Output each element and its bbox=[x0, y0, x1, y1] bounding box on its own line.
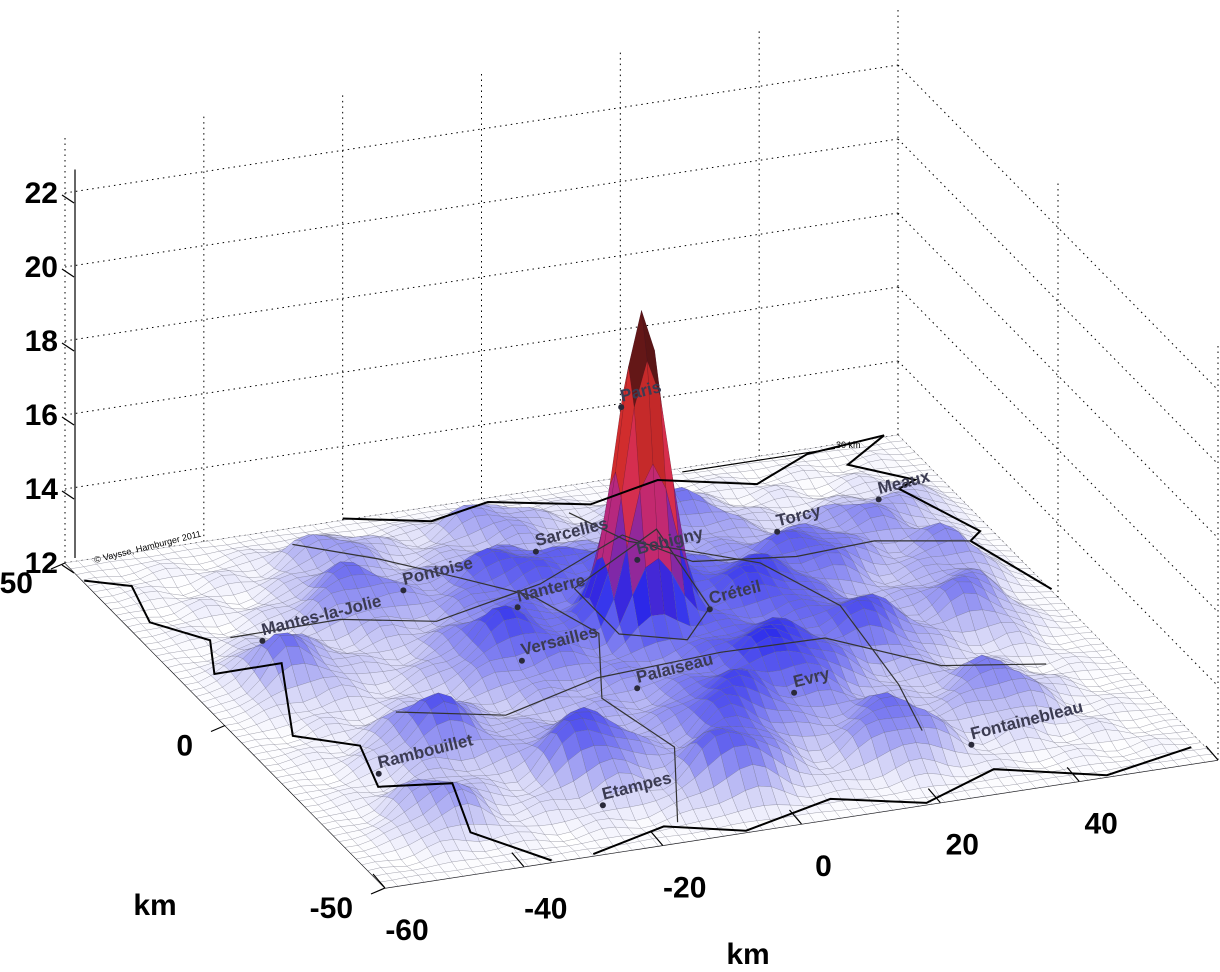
scale-label: 30 km bbox=[836, 440, 861, 450]
x-tick-mark bbox=[650, 830, 664, 846]
x-tick-mark bbox=[1205, 745, 1219, 761]
z-tick-label: 22 bbox=[25, 177, 58, 210]
z-tick-label: 16 bbox=[25, 399, 58, 432]
x-tick-mark bbox=[511, 852, 525, 868]
x-tick-mark bbox=[372, 873, 386, 889]
x-tick-label: -60 bbox=[385, 914, 428, 947]
x-tick-label: 20 bbox=[946, 829, 979, 862]
city-marker bbox=[875, 496, 882, 503]
x-tick-label: -20 bbox=[663, 871, 706, 904]
city-marker bbox=[618, 404, 625, 411]
y-tick-label: 50 bbox=[0, 567, 33, 600]
x-tick-label: -40 bbox=[524, 893, 567, 926]
z-tick-mark bbox=[61, 564, 75, 574]
department-border-2 bbox=[292, 543, 679, 823]
city-marker bbox=[706, 606, 713, 613]
x-tick-mark bbox=[1066, 766, 1080, 782]
region-border-north bbox=[342, 434, 885, 523]
department-border-1 bbox=[230, 534, 971, 639]
y-tick-mark bbox=[370, 887, 386, 895]
city-marker bbox=[532, 548, 539, 555]
region-border-south bbox=[592, 746, 1192, 856]
region-boundaries bbox=[84, 434, 1192, 862]
city-marker bbox=[634, 685, 641, 692]
y-tick-label: 0 bbox=[176, 730, 193, 763]
city-marker bbox=[375, 770, 382, 777]
city-marker bbox=[518, 657, 525, 664]
z-tick-mark bbox=[61, 416, 75, 426]
city-marker bbox=[400, 587, 407, 594]
region-border-west bbox=[84, 579, 552, 862]
z-tick-mark bbox=[61, 194, 75, 204]
x-tick-mark bbox=[789, 809, 802, 825]
z-tick-mark bbox=[61, 342, 75, 352]
city-marker bbox=[259, 637, 266, 644]
scale-bar bbox=[682, 447, 836, 473]
z-tick-label: 12 bbox=[25, 547, 58, 580]
city-marker bbox=[968, 741, 975, 748]
x-tick-label: 0 bbox=[815, 850, 832, 883]
y-axis-label: km bbox=[133, 889, 176, 922]
z-tick-label: 14 bbox=[25, 473, 59, 506]
z-tick-mark bbox=[61, 268, 75, 278]
x-tick-label: 40 bbox=[1085, 807, 1118, 840]
city-marker bbox=[599, 802, 606, 809]
department-border-3 bbox=[573, 528, 711, 641]
department-border-5 bbox=[395, 637, 1047, 716]
density-surface bbox=[64, 310, 1219, 889]
y-tick-mark bbox=[210, 724, 226, 733]
z-tick-mark bbox=[61, 490, 75, 500]
y-tick-label: -50 bbox=[310, 892, 353, 925]
z-tick-label: 18 bbox=[25, 325, 58, 358]
city-marker bbox=[774, 528, 781, 535]
city-marker bbox=[791, 689, 798, 696]
x-axis-label: km bbox=[726, 938, 769, 971]
x-tick-mark bbox=[927, 788, 941, 804]
city-marker bbox=[514, 604, 521, 611]
z-tick-label: 20 bbox=[25, 251, 58, 284]
department-border-4 bbox=[568, 512, 923, 731]
city-marker bbox=[634, 556, 641, 563]
y-tick-mark bbox=[50, 562, 66, 570]
